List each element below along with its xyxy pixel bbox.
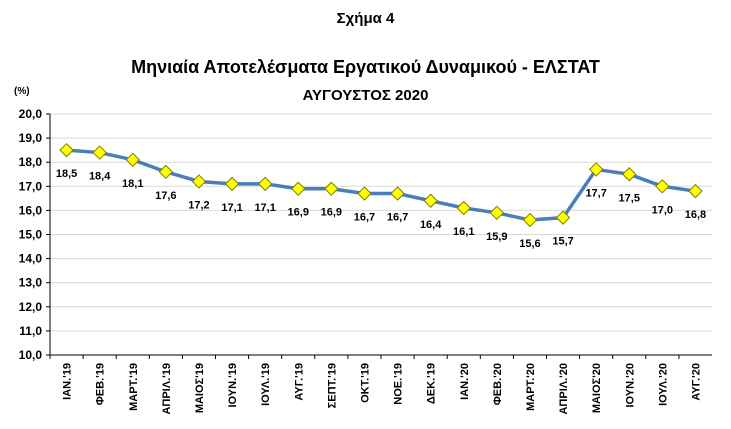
x-tick-label: ΟΚΤ.'19 <box>359 363 371 403</box>
chart-subtitle: ΑΥΓΟΥΣΤΟΣ 2020 <box>302 87 429 104</box>
x-tick-label: ΙΑΝ.'20 <box>459 363 471 400</box>
series-line <box>66 148 696 222</box>
y-tick-labels: 10,0 11,0 12,0 13,0 14,0 15,0 16,0 17,0 18,0 19,0… <box>19 107 43 362</box>
x-tick-label: ΑΠΡΙΛ.'19 <box>161 363 173 415</box>
data-label: 17,5 <box>619 192 640 204</box>
data-label: 18,1 <box>122 178 143 190</box>
x-tick-label: ΜΑΡΤ.'19 <box>128 363 140 411</box>
gridlines <box>50 113 712 332</box>
y-tick-label: 16,0 <box>19 203 43 217</box>
y-tick-label: 18,0 <box>19 155 43 169</box>
data-point <box>92 145 107 160</box>
data-point <box>125 152 140 167</box>
x-tick-label: ΙΟΥΛ.'20 <box>657 363 669 406</box>
data-labels: 18,5 18,4 18,1 17,6 17,2 17,1 17,1 16,9 16,9 16,7… <box>56 168 706 250</box>
x-tick-label: ΦΕΒ.'20 <box>492 363 504 405</box>
data-point <box>324 181 339 196</box>
y-tick-label: 17,0 <box>19 179 43 193</box>
data-point <box>291 181 306 196</box>
figure-label: Σχήμα 4 <box>336 10 395 27</box>
data-point <box>489 205 505 221</box>
data-point <box>688 183 703 199</box>
x-tick-label: ΑΠΡΙΛ.'20 <box>558 363 570 415</box>
x-tick-label: ΑΥΓ.'20 <box>690 363 702 401</box>
data-label: 16,7 <box>354 212 375 224</box>
data-point <box>655 179 670 194</box>
data-label: 18,5 <box>56 168 77 180</box>
series-polyline <box>66 148 696 222</box>
y-axis-label: (%) <box>14 86 30 97</box>
data-label: 17,1 <box>221 202 242 214</box>
data-point <box>555 210 571 225</box>
data-label: 16,7 <box>387 212 408 224</box>
chart-title: Μηνιαία Αποτελέσματα Εργατικού Δυναμικού… <box>131 57 600 77</box>
x-tick-label: ΙΑΝ.'19 <box>62 363 74 400</box>
data-point <box>191 174 207 189</box>
data-label: 15,7 <box>552 236 573 248</box>
x-tick-label: ΜΑΡΤ.'20 <box>525 363 537 411</box>
data-label: 17,0 <box>652 204 673 216</box>
data-point <box>158 164 174 180</box>
data-point <box>390 186 405 201</box>
data-label: 17,7 <box>585 187 606 199</box>
y-tick-label: 20,0 <box>19 107 43 121</box>
y-tick-label: 13,0 <box>19 276 43 290</box>
data-point <box>456 200 471 216</box>
x-tick-label: ΑΥΓ.'19 <box>293 363 305 401</box>
data-label: 16,9 <box>321 207 342 219</box>
data-point <box>522 212 538 228</box>
data-point <box>224 176 240 192</box>
data-label: 15,6 <box>519 238 540 250</box>
data-label: 16,4 <box>420 219 442 231</box>
y-tick-label: 10,0 <box>19 348 43 362</box>
data-label: 17,2 <box>188 199 209 211</box>
y-tick-label: 14,0 <box>19 252 43 266</box>
y-tick-label: 15,0 <box>19 228 43 242</box>
x-tick-label: ΜΑΙΟΣ'20 <box>591 363 603 413</box>
data-label: 16,8 <box>685 209 706 221</box>
data-point <box>357 186 372 201</box>
y-tick-label: 11,0 <box>19 324 42 338</box>
y-tick-label: 19,0 <box>19 131 43 145</box>
x-tick-labels: ΙΑΝ.'19 ΦΕΒ.'19 ΜΑΡΤ.'19 ΑΠΡΙΛ.'19 ΜΑΙΟΣ'19 Ι… <box>62 363 703 415</box>
data-label: 17,6 <box>155 190 176 202</box>
data-label: 18,4 <box>89 171 111 183</box>
y-tick-label: 12,0 <box>19 300 43 314</box>
data-point <box>257 176 273 192</box>
x-tick-label: ΙΟΥΝ.'19 <box>227 363 239 408</box>
x-tick-label: ΝΟΕ.'19 <box>393 363 405 405</box>
data-label: 16,1 <box>453 226 474 238</box>
x-tick-label: ΜΑΙΟΣ'19 <box>194 363 206 413</box>
data-point <box>622 167 637 182</box>
data-label: 15,9 <box>486 231 507 243</box>
x-tick-label: ΙΟΥΝ.'20 <box>624 363 636 408</box>
x-tick-label: ΦΕΒ.'19 <box>95 363 107 405</box>
x-tick-label: ΔΕΚ.'19 <box>426 363 438 404</box>
data-point <box>423 193 438 208</box>
data-label: 16,9 <box>288 207 309 219</box>
x-tick-label: ΣΕΠΤ.'19 <box>326 363 338 408</box>
data-point <box>59 142 74 158</box>
data-label: 17,1 <box>254 202 275 214</box>
x-tick-label: ΙΟΥΛ.'19 <box>260 363 272 406</box>
axes <box>46 113 712 359</box>
series-markers <box>59 142 703 228</box>
data-point <box>588 162 604 177</box>
